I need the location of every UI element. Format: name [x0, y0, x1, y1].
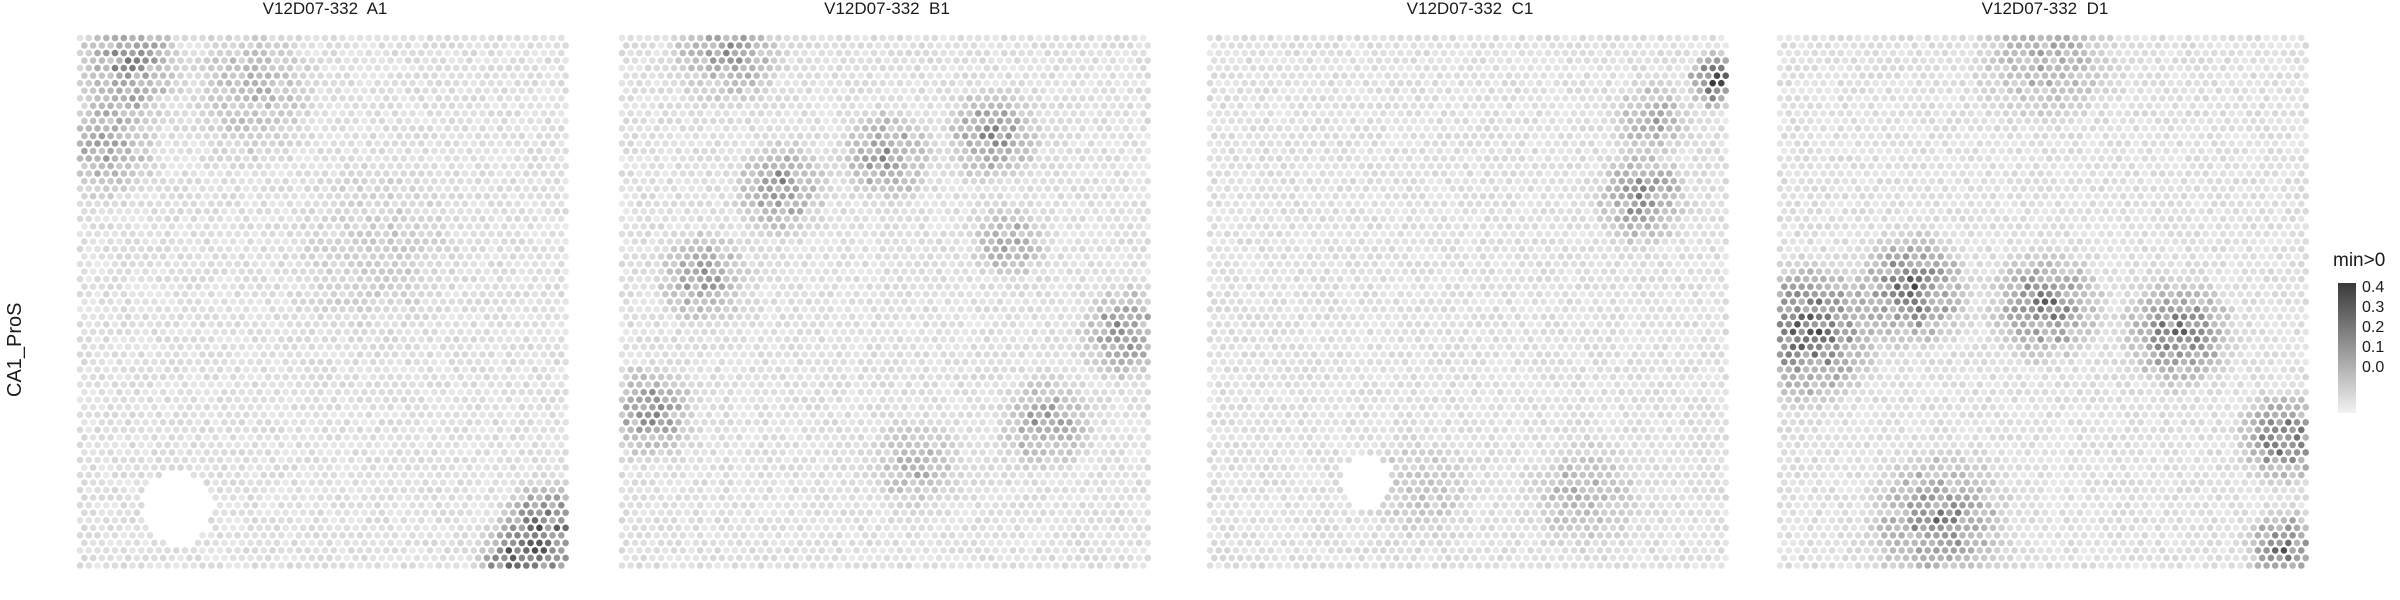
- legend-tick-0-3: 0.3: [2362, 299, 2385, 316]
- panel-title-d1: V12D07-332 D1: [1981, 0, 2109, 18]
- panel-title-c1: V12D07-332 C1: [1406, 0, 1534, 18]
- legend-tick-0-2: 0.2: [2362, 319, 2385, 336]
- legend-title: min>0: [2333, 250, 2386, 271]
- legend-tick-0-0: 0.0: [2362, 359, 2385, 376]
- panel-spots-2: [618, 34, 1151, 569]
- legend-colorbar: [2338, 283, 2356, 413]
- panel-spots-3: [1206, 34, 1729, 569]
- legend-tick-0-1: 0.1: [2362, 339, 2385, 356]
- panel-spots-4: [1776, 34, 2309, 569]
- panel-spots-1: [76, 34, 569, 569]
- legend-tick-0-4: 0.4: [2362, 279, 2385, 296]
- panel-title-b1: V12D07-332 B1: [824, 0, 950, 18]
- panel-title-a1: V12D07-332 A1: [262, 0, 388, 18]
